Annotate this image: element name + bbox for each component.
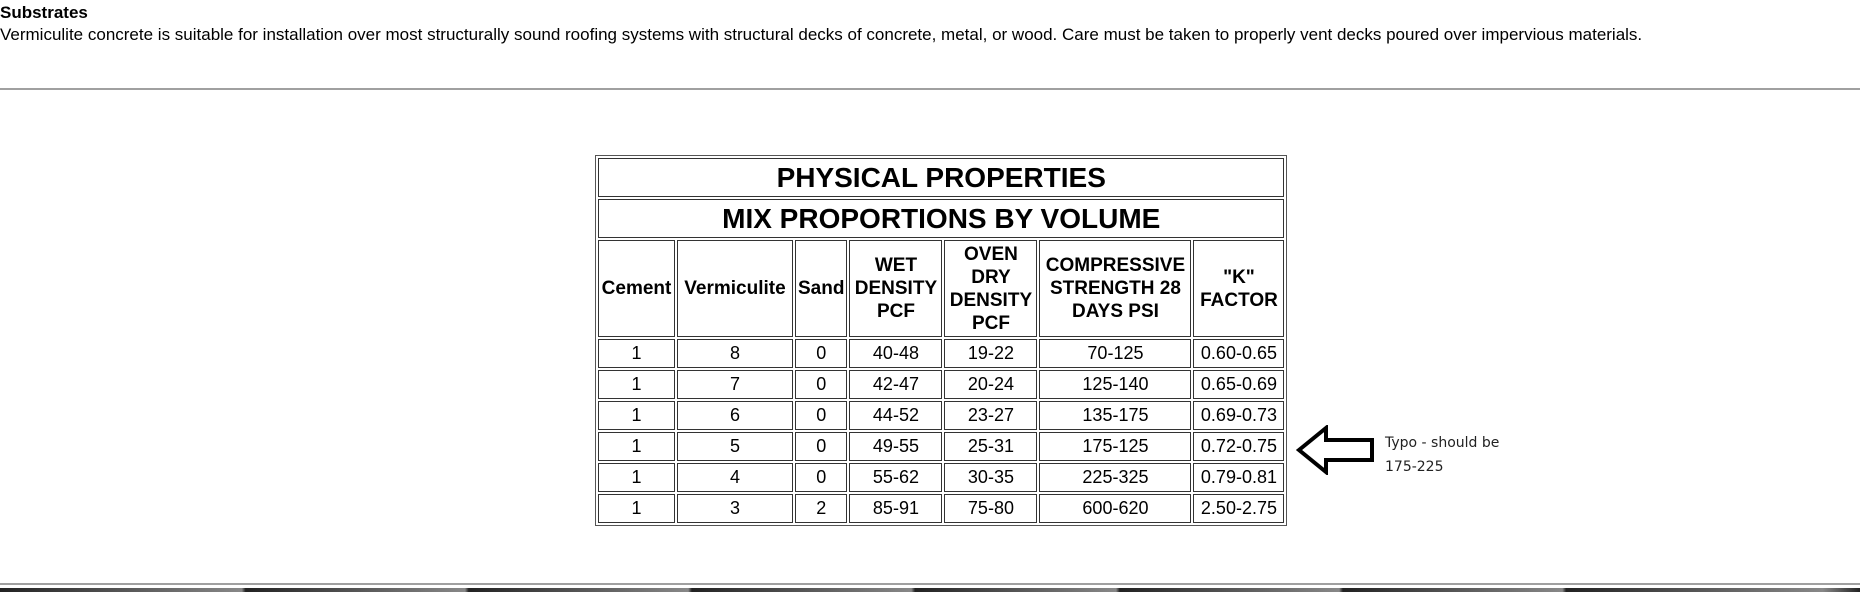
table-cell: 6	[677, 401, 793, 430]
table-cell: 1	[598, 494, 675, 523]
table-subtitle: MIX PROPORTIONS BY VOLUME	[598, 199, 1285, 238]
table-row: 1 4 0 55-62 30-35 225-325 0.79-0.81	[598, 463, 1285, 492]
header-row: Cement Vermiculite Sand WET DENSITY PCF …	[598, 240, 1285, 337]
column-header: WET DENSITY PCF	[849, 240, 943, 337]
table-cell: 0.65-0.69	[1193, 370, 1285, 399]
table-cell: 49-55	[849, 432, 943, 461]
table-cell: 8	[677, 339, 793, 368]
table-cell: 2	[795, 494, 848, 523]
table-cell: 1	[598, 370, 675, 399]
divider	[0, 583, 1860, 585]
table-cell: 0.79-0.81	[1193, 463, 1285, 492]
table-cell: 25-31	[944, 432, 1038, 461]
table-cell: 0	[795, 432, 848, 461]
table-cell: 0.69-0.73	[1193, 401, 1285, 430]
table-cell: 0.72-0.75	[1193, 432, 1285, 461]
divider	[0, 88, 1860, 90]
left-arrow-icon	[1296, 425, 1374, 475]
table-row: 1 3 2 85-91 75-80 600-620 2.50-2.75	[598, 494, 1285, 523]
column-header: Cement	[598, 240, 675, 337]
table-cell: 44-52	[849, 401, 943, 430]
section-paragraph: Vermiculite concrete is suitable for ins…	[0, 25, 1643, 44]
table-row: 1 5 0 49-55 25-31 175-125 0.72-0.75	[598, 432, 1285, 461]
table-cell: 175-125	[1039, 432, 1192, 461]
table-cell: 600-620	[1039, 494, 1192, 523]
table-cell: 75-80	[944, 494, 1038, 523]
table-cell: 3	[677, 494, 793, 523]
table-cell: 19-22	[944, 339, 1038, 368]
table-cell: 7	[677, 370, 793, 399]
table-cell: 1	[598, 463, 675, 492]
table-cell: 40-48	[849, 339, 943, 368]
table-cell: 2.50-2.75	[1193, 494, 1285, 523]
column-header: Sand	[795, 240, 848, 337]
table-cell: 42-47	[849, 370, 943, 399]
table-cell: 0	[795, 370, 848, 399]
annotation-line: 175-225	[1385, 459, 1444, 475]
table-cell: 30-35	[944, 463, 1038, 492]
table-title: PHYSICAL PROPERTIES	[598, 158, 1285, 197]
table-cell: 55-62	[849, 463, 943, 492]
table-row: 1 7 0 42-47 20-24 125-140 0.65-0.69	[598, 370, 1285, 399]
table-cell: 70-125	[1039, 339, 1192, 368]
table-cell: 5	[677, 432, 793, 461]
column-header: OVEN DRY DENSITY PCF	[944, 240, 1038, 337]
column-header: "K" FACTOR	[1193, 240, 1285, 337]
annotation-line: Typo - should be	[1385, 435, 1500, 451]
table-cell: 4	[677, 463, 793, 492]
column-header: COMPRESSIVE STRENGTH 28 DAYS PSI	[1039, 240, 1192, 337]
table-cell: 85-91	[849, 494, 943, 523]
table-cell: 1	[598, 432, 675, 461]
table-cell: 125-140	[1039, 370, 1192, 399]
table-cell: 1	[598, 339, 675, 368]
table-cell: 1	[598, 401, 675, 430]
column-header: Vermiculite	[677, 240, 793, 337]
table-cell: 0	[795, 463, 848, 492]
table-cell: 0	[795, 401, 848, 430]
section-heading: Substrates	[0, 3, 88, 22]
table-row: 1 6 0 44-52 23-27 135-175 0.69-0.73	[598, 401, 1285, 430]
table-row: 1 8 0 40-48 19-22 70-125 0.60-0.65	[598, 339, 1285, 368]
table-cell: 225-325	[1039, 463, 1192, 492]
bottom-border	[0, 588, 1860, 592]
table-cell: 23-27	[944, 401, 1038, 430]
physical-properties-table: PHYSICAL PROPERTIES MIX PROPORTIONS BY V…	[595, 155, 1288, 526]
table-cell: 0	[795, 339, 848, 368]
typo-annotation: Typo - should be 175-225	[1385, 431, 1499, 479]
table-cell: 135-175	[1039, 401, 1192, 430]
table-cell: 20-24	[944, 370, 1038, 399]
table-cell: 0.60-0.65	[1193, 339, 1285, 368]
